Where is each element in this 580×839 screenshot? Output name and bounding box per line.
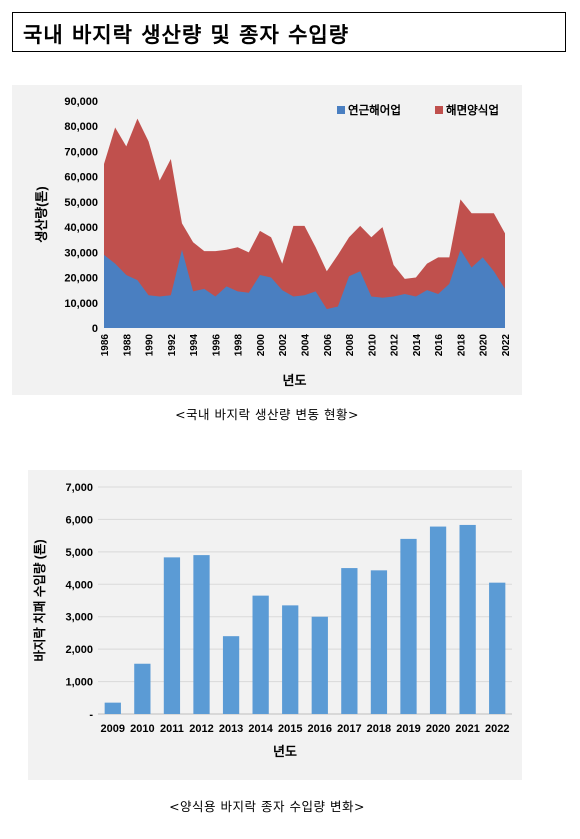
import-chart-caption: <양식용 바지락 종자 수입량 변화>: [169, 799, 365, 814]
bar: [429, 526, 447, 714]
x-tick-label: 2006: [323, 334, 334, 357]
bar: [104, 702, 121, 714]
x-axis-title: 년도: [273, 744, 297, 759]
bar: [163, 557, 181, 714]
y-tick-label: 60,000: [64, 172, 98, 184]
x-tick-label: 1998: [234, 334, 245, 357]
x-tick-label: 2012: [189, 723, 213, 735]
bar: [459, 524, 476, 714]
x-tick-label: 2002: [278, 334, 289, 357]
x-tick-label: 2018: [456, 334, 467, 357]
page-title-box: 국내 바지락 생산량 및 종자 수입량: [12, 12, 566, 52]
x-tick-label: 2022: [485, 723, 509, 735]
bar: [311, 616, 328, 714]
bar: [252, 595, 269, 714]
y-axis-title: 바지락 치패 수입량 (톤): [32, 539, 47, 661]
y-axis-title: 생산량(톤): [34, 186, 49, 243]
y-tick-label: 5,000: [65, 547, 93, 559]
x-tick-label: 2021: [455, 723, 479, 735]
x-tick-label: 1996: [211, 334, 222, 357]
x-tick-label: 1990: [145, 334, 156, 357]
x-tick-label: 2010: [130, 723, 154, 735]
x-tick-label: 2016: [434, 334, 445, 357]
x-tick-label: 2022: [501, 334, 512, 357]
bar: [489, 582, 506, 714]
y-tick-label: 0: [92, 323, 98, 335]
y-tick-label: 7,000: [65, 482, 93, 494]
bar: [341, 568, 358, 714]
production-area-chart: 0 10,000 20,000 30,000 40,000 50,000 60,000 70,…: [34, 96, 512, 388]
y-tick-label: 2,000: [65, 644, 93, 656]
import-bar-chart: - 1,000 2,000 3,000 4,000 5,000 6,000 7,000 2009…: [32, 482, 512, 759]
series-coastal-fishery-area: [104, 249, 505, 328]
x-tick-label: 2008: [345, 334, 356, 357]
x-tick-label: 2009: [101, 723, 125, 735]
x-tick-label: 1992: [167, 334, 178, 357]
y-tick-label: 80,000: [64, 121, 98, 133]
x-tick-label: 2020: [479, 334, 490, 357]
production-chart-panel: 0 10,000 20,000 30,000 40,000 50,000 60,000 70,…: [12, 85, 522, 395]
x-tick-label: 2014: [248, 723, 273, 735]
x-tick-label: 2016: [308, 723, 332, 735]
y-tick-label: -: [89, 709, 93, 721]
x-tick-label: 2015: [278, 723, 302, 735]
x-tick-label: 2010: [367, 334, 378, 357]
x-tick-label: 2011: [160, 723, 184, 735]
y-tick-label: 90,000: [64, 96, 98, 108]
y-tick-label: 30,000: [64, 247, 98, 259]
y-tick-label: 20,000: [64, 273, 98, 285]
y-tick-label: 50,000: [64, 197, 98, 209]
legend-swatch: [435, 106, 443, 114]
legend-label: 해면양식업: [446, 103, 499, 117]
bar: [400, 538, 417, 714]
series-aquaculture-area: [104, 118, 505, 329]
x-tick-label: 2013: [219, 723, 243, 735]
x-tick-label: 2004: [301, 334, 312, 357]
legend-swatch: [337, 106, 345, 114]
bar: [134, 663, 151, 714]
x-tick-label: 1988: [122, 334, 133, 357]
page-title: 국내 바지락 생산량 및 종자 수입량: [23, 23, 350, 47]
bar: [282, 605, 299, 714]
y-tick-label: 10,000: [64, 298, 98, 310]
x-tick-label: 2014: [412, 334, 423, 357]
import-chart-panel: - 1,000 2,000 3,000 4,000 5,000 6,000 7,000 2009…: [28, 470, 522, 780]
x-tick-label: 2020: [426, 723, 450, 735]
bar: [370, 570, 388, 714]
x-axis-title: 년도: [283, 373, 307, 388]
x-tick-label: 2012: [390, 334, 401, 357]
x-tick-label: 2017: [337, 723, 361, 735]
y-tick-label: 70,000: [64, 146, 98, 158]
x-tick-label: 2019: [396, 723, 420, 735]
x-tick-label: 2000: [256, 334, 267, 357]
x-tick-label: 1986: [100, 334, 111, 357]
bar: [193, 555, 210, 714]
production-chart-caption: <국내 바지락 생산량 변동 현황>: [175, 407, 359, 422]
y-tick-label: 3,000: [65, 612, 93, 624]
bar: [222, 636, 240, 714]
y-tick-label: 6,000: [65, 514, 93, 526]
y-tick-label: 40,000: [64, 222, 98, 234]
legend-label: 연근해어업: [348, 103, 401, 117]
y-tick-label: 4,000: [65, 579, 93, 591]
y-tick-label: 1,000: [65, 677, 93, 689]
x-tick-label: 2018: [367, 723, 391, 735]
x-tick-label: 1994: [189, 334, 200, 357]
